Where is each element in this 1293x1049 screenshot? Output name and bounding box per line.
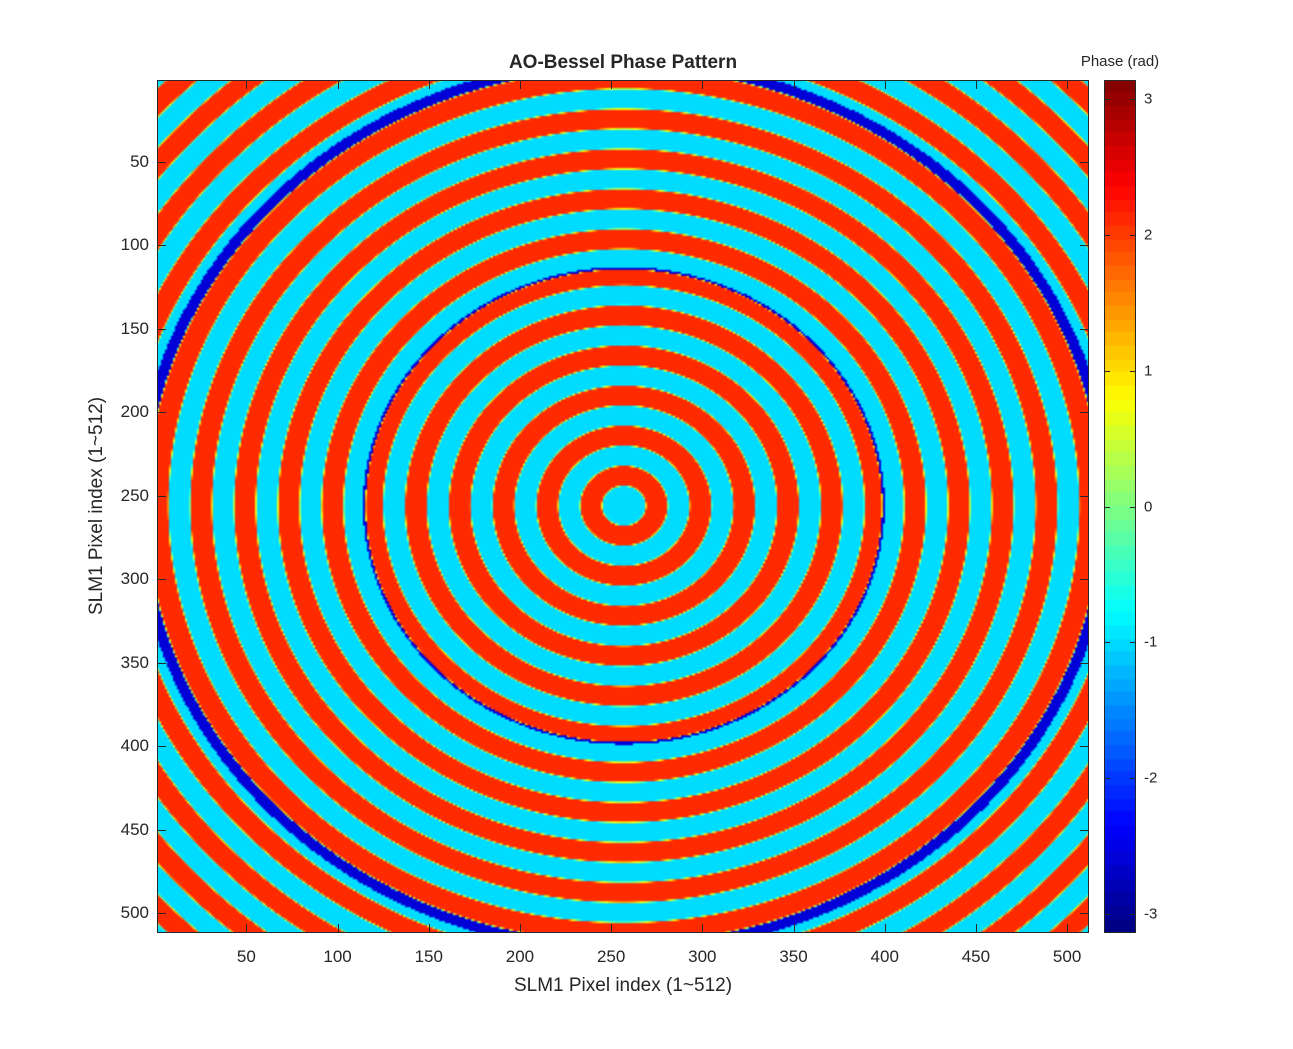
colorbar-tick-mark (1104, 642, 1110, 644)
x-tick-mark (793, 80, 795, 89)
y-tick-label: 300 (120, 569, 149, 589)
x-tick-label: 450 (961, 947, 991, 966)
x-tick-mark (519, 80, 521, 89)
colorbar-tick-mark (1130, 778, 1136, 780)
y-tick-mark (1080, 662, 1089, 664)
colorbar-tick-mark (1104, 99, 1110, 101)
y-tick-mark (157, 746, 166, 748)
y-tick-mark (157, 412, 166, 414)
colorbar-tick-mark (1104, 506, 1110, 508)
x-tick-mark (337, 924, 339, 933)
y-tick-mark (1080, 746, 1089, 748)
colorbar-tick-mark (1104, 370, 1110, 372)
y-tick-label: 50 (130, 151, 149, 171)
y-tick-label: 400 (120, 736, 149, 756)
y-tick-mark (1080, 579, 1089, 581)
colorbar-tick-mark (1130, 370, 1136, 372)
x-tick-label: 500 (1052, 947, 1082, 966)
x-tick-label: 200 (505, 947, 535, 966)
y-tick-mark (157, 829, 166, 831)
y-tick-mark (1080, 829, 1089, 831)
y-tick-label: 500 (120, 902, 149, 922)
chart-title: AO-Bessel Phase Pattern (508, 52, 738, 73)
colorbar-tick-mark (1130, 99, 1136, 101)
x-tick-label: 150 (414, 947, 443, 966)
x-tick-mark (611, 924, 613, 933)
y-tick-mark (1080, 161, 1089, 163)
y-tick-label: 200 (120, 402, 149, 422)
y-tick-mark (157, 579, 166, 581)
y-tick-label: 150 (120, 318, 149, 338)
x-tick-mark (884, 924, 886, 933)
x-tick-mark (428, 924, 430, 933)
colorbar-tick-label: -1 (1144, 633, 1158, 651)
x-tick-mark (337, 80, 339, 89)
x-tick-label: 400 (870, 947, 899, 966)
y-tick-mark (1080, 495, 1089, 497)
colorbar-tick-label: -2 (1144, 769, 1158, 787)
x-tick-mark (1067, 80, 1069, 89)
x-tick-mark (702, 80, 704, 89)
colorbar-tick-mark (1104, 778, 1110, 780)
x-tick-mark (975, 924, 977, 933)
colorbar-tick-label: -3 (1144, 905, 1158, 923)
x-tick-mark (428, 80, 430, 89)
colorbar-tick-mark (1104, 234, 1110, 236)
x-tick-mark (519, 924, 521, 933)
y-tick-mark (1080, 912, 1089, 914)
colorbar-tick-mark (1130, 642, 1136, 644)
y-tick-mark (1080, 412, 1089, 414)
y-tick-mark (157, 328, 166, 330)
colorbar-tick-mark (1130, 234, 1136, 236)
x-tick-mark (246, 80, 248, 89)
y-axis-label: SLM1 Pixel index (1~512) (86, 396, 107, 616)
x-axis-label: SLM1 Pixel index (1~512) (513, 975, 733, 996)
x-tick-mark (1067, 924, 1069, 933)
colorbar-tick-label: 0 (1144, 498, 1153, 515)
y-tick-label: 350 (120, 652, 149, 672)
x-tick-mark (884, 80, 886, 89)
y-tick-mark (157, 662, 166, 664)
colorbar-tick-label: 1 (1144, 362, 1153, 380)
colorbar-tick-label: 3 (1144, 90, 1153, 108)
x-tick-label: 250 (596, 947, 626, 966)
x-tick-mark (246, 924, 248, 933)
phase-heatmap (157, 80, 1089, 933)
y-tick-mark (1080, 328, 1089, 330)
y-tick-mark (1080, 245, 1089, 247)
x-tick-label: 100 (323, 947, 352, 966)
y-tick-mark (157, 245, 166, 247)
y-tick-mark (157, 912, 166, 914)
x-tick-mark (793, 924, 795, 933)
y-tick-label: 100 (120, 235, 149, 255)
y-tick-mark (157, 495, 166, 497)
x-tick-label: 350 (779, 947, 808, 966)
colorbar-tick-mark (1130, 913, 1136, 915)
x-tick-label: 50 (236, 947, 256, 966)
x-tick-mark (702, 924, 704, 933)
y-tick-mark (157, 161, 166, 163)
x-tick-label: 300 (688, 947, 717, 966)
x-tick-mark (611, 80, 613, 89)
y-tick-label: 250 (120, 485, 149, 505)
colorbar-tick-mark (1130, 506, 1136, 508)
x-tick-mark (975, 80, 977, 89)
colorbar-tick-mark (1104, 913, 1110, 915)
y-tick-label: 450 (120, 819, 149, 839)
colorbar-title: Phase (rad) (1080, 53, 1160, 70)
colorbar-tick-label: 2 (1144, 226, 1153, 244)
